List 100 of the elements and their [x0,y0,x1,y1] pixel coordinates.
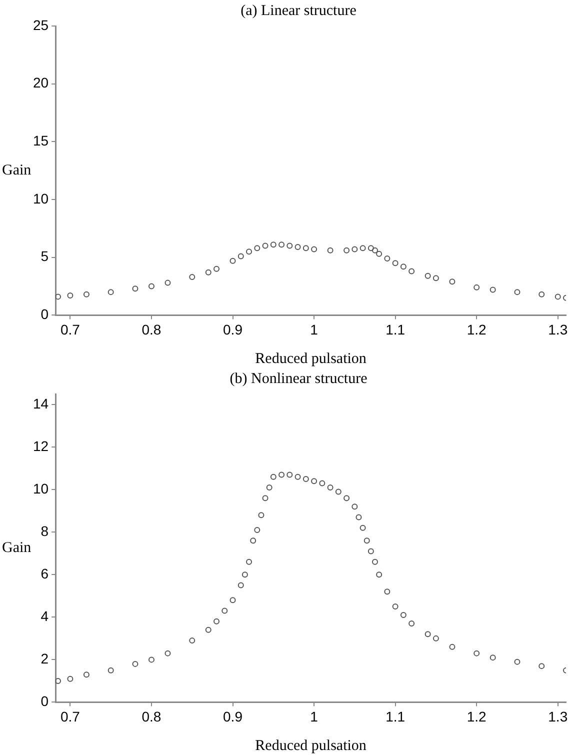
point [449,644,456,650]
point [56,294,62,300]
point [189,274,196,280]
point [424,631,431,638]
chart-title: (a) Linear structure [240,2,357,19]
point [538,663,545,670]
point [148,283,154,290]
x-tick-label: 0.7 [60,708,80,724]
point [294,474,301,480]
point [400,612,406,618]
point [514,658,520,665]
point [214,266,220,272]
point [372,558,378,565]
point [205,626,212,633]
point [432,635,439,642]
point [189,638,196,644]
point [372,247,378,254]
point [490,654,496,661]
y-tick-label: 14 [32,395,49,412]
x-tick-label: 1.1 [386,321,406,338]
point [368,245,374,252]
point [344,495,350,502]
y-tick-label: 0 [40,693,49,710]
point [246,558,252,565]
point [83,291,90,298]
point [270,242,276,248]
y-axis-title: Gain [2,162,32,179]
point [238,253,244,260]
x-tick-label: 1 [310,321,318,338]
point [554,294,561,300]
point [262,242,268,249]
y-tick-label: 4 [40,608,49,624]
point [56,678,62,684]
point [538,291,545,298]
point [286,472,293,478]
point [319,480,326,486]
y-tick-label: 20 [32,74,49,91]
point [254,527,260,534]
point [262,495,268,502]
point [205,269,212,276]
point [384,588,390,595]
point [246,248,252,255]
y-tick-label: 15 [32,132,49,149]
y-tick-label: 10 [32,480,49,497]
x-axis-title: Reduced pulsation [255,738,367,754]
point [238,582,244,588]
point [392,604,398,610]
point [356,514,362,520]
x-tick-label: 1 [310,708,318,724]
point [266,484,272,491]
point [302,476,309,482]
y-tick-label: 2 [40,650,49,667]
x-tick-label: 1.1 [386,708,406,724]
point [408,620,415,627]
point [400,264,406,270]
point [360,245,366,252]
point [164,650,171,656]
point [164,280,171,286]
y-tick-label: 5 [40,248,49,264]
chart-title: (b) Nonlinear structure [230,370,368,387]
point [258,512,264,518]
point [449,278,456,285]
point [222,608,228,614]
point [514,289,520,296]
point [302,245,309,252]
point [67,292,74,299]
point [254,245,260,252]
point [148,656,154,663]
point [83,672,90,678]
point [132,660,138,667]
point [294,244,301,250]
y-tick-label: 6 [40,566,49,582]
x-tick-label: 0.9 [223,321,243,338]
point [335,488,342,495]
point [250,538,256,544]
point [384,256,390,262]
point [352,246,358,252]
point [108,667,114,674]
x-tick-label: 1.3 [548,708,568,724]
point [286,242,293,249]
point [474,284,480,290]
point [311,478,318,484]
point [67,676,74,682]
point [270,474,276,480]
point [344,247,350,254]
y-tick-label: 25 [32,16,49,33]
point [424,272,431,279]
point [214,618,220,624]
point [376,572,382,578]
point [432,275,439,282]
point [352,504,358,510]
x-tick-label: 1.2 [466,708,487,724]
point [490,286,496,293]
x-tick-label: 0.9 [223,708,243,724]
point [408,268,415,274]
y-axis-title: Gain [2,540,32,556]
point [327,247,334,254]
y-tick-label: 8 [40,523,49,540]
point [132,286,138,292]
y-tick-label: 10 [32,190,49,206]
